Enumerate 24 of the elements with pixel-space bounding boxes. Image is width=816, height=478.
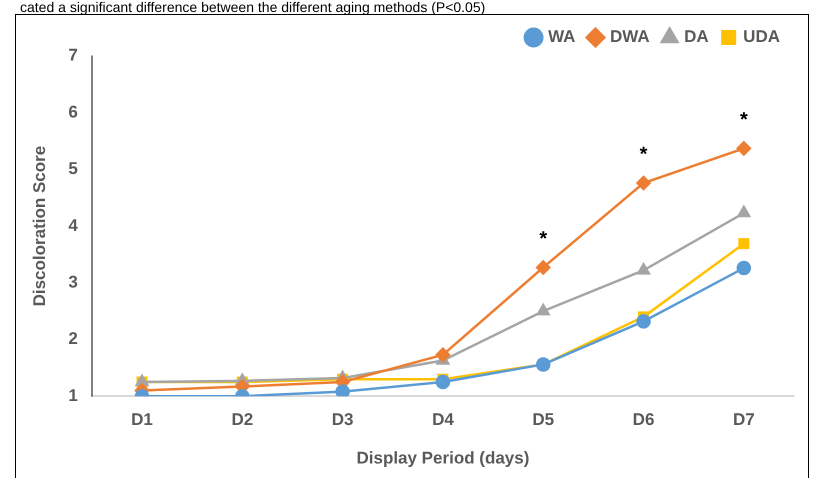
- legend-label: UDA: [743, 27, 780, 46]
- y-tick-label: 7: [68, 46, 78, 65]
- y-tick-label: 1: [68, 386, 78, 405]
- y-tick-label: 3: [68, 272, 78, 292]
- annotation: *: [640, 144, 648, 166]
- y-axis-title: Discoloration Score: [30, 146, 49, 306]
- x-tick-label: D3: [332, 410, 354, 430]
- x-tick-label: D2: [231, 410, 254, 430]
- y-tick-label: 5: [68, 159, 78, 178]
- x-tick-label: D1: [131, 410, 153, 430]
- y-tick-label: 2: [68, 329, 78, 348]
- annotation: *: [740, 108, 748, 131]
- x-tick-label: D4: [432, 410, 454, 430]
- annotation: *: [539, 228, 548, 250]
- x-tick-label: D5: [532, 410, 554, 430]
- x-tick-label: D7: [732, 410, 755, 430]
- y-tick-label: 6: [68, 102, 78, 122]
- text: cated a significant difference between the different aging methods (P<0.05): [20, 0, 486, 15]
- legend-label: DA: [684, 27, 709, 46]
- legend-label: DWA: [610, 27, 650, 46]
- x-tick-label: D6: [632, 410, 654, 430]
- y-tick-label: 4: [68, 216, 78, 235]
- legend-label: WA: [548, 27, 576, 46]
- x-axis-title: Display Period (days): [356, 448, 530, 468]
